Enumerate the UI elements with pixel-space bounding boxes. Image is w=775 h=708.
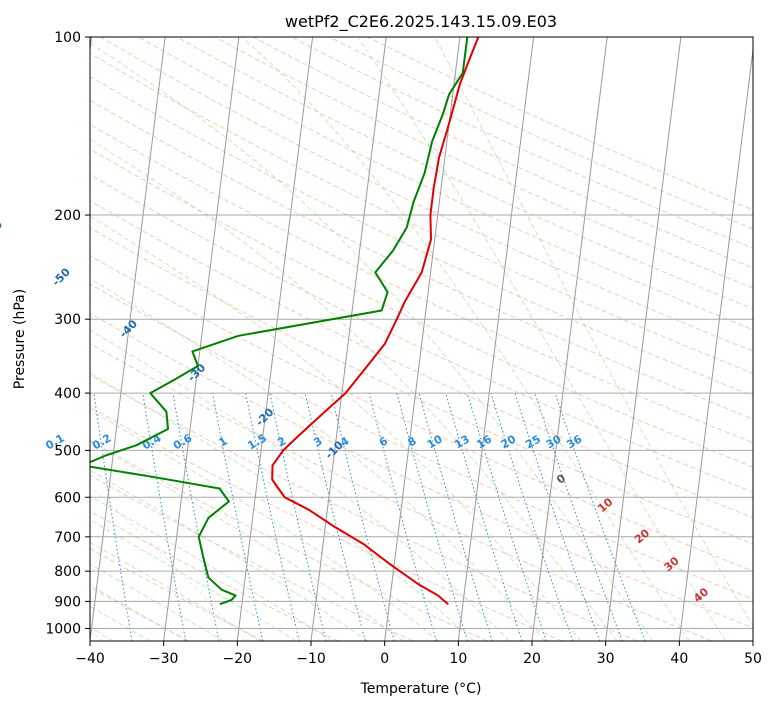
mixing-ratio-line (418, 392, 493, 641)
mixing-ratio-line (142, 393, 187, 641)
x-tick-label: −30 (149, 651, 179, 667)
dry-adiabat (90, 99, 753, 420)
isotherm (90, 37, 166, 641)
dry-adiabat (90, 123, 753, 444)
moist-adiabat (90, 278, 546, 641)
y-tick-label: 900 (54, 594, 81, 610)
mixing-ratio-line (93, 393, 133, 641)
moist-adiabat (434, 37, 753, 627)
y-tick-label: 300 (54, 312, 81, 328)
y-tick-label: 200 (54, 208, 81, 224)
mixing-ratio-line (269, 393, 327, 641)
y-tick-label: 400 (54, 386, 81, 402)
isotherm (163, 37, 240, 641)
x-tick-label: 30 (597, 651, 615, 667)
dry-adiabat (90, 586, 190, 641)
x-tick-label: 50 (744, 651, 762, 667)
moist-adiabat (90, 519, 297, 641)
dry-adiabat (90, 547, 264, 641)
y-tick-label: 100 (54, 30, 81, 46)
plot-frame (89, 36, 754, 642)
y-tick-label: 1000 (45, 621, 81, 637)
y-tick-label: 500 (54, 443, 81, 459)
x-tick-label: 10 (449, 651, 467, 667)
dry-adiabat (90, 200, 753, 519)
moist-adiabat (90, 486, 246, 641)
dry-adiabat (138, 37, 753, 331)
temperature-profile (271, 37, 480, 605)
mixing-ratio-line (330, 392, 395, 641)
chart-title: wetPf2_C2E6.2025.143.15.09.E03 (285, 12, 557, 32)
y-axis-ticks: 100 200 300 400 500 600 700 800 900 1000 (45, 30, 90, 637)
profile-lines (90, 37, 480, 606)
x-tick-label: 20 (523, 651, 541, 667)
mixing-ratio-line (304, 392, 366, 641)
y-tick-label: 700 (54, 530, 81, 546)
dry-adiabat (90, 374, 638, 641)
dry-adiabat (214, 37, 753, 289)
x-tick-label: −20 (223, 651, 253, 667)
moist-adiabat (356, 37, 726, 641)
dry-adiabat (176, 37, 753, 310)
mixing-ratio-line (534, 392, 623, 641)
x-tick-label: 0 (380, 651, 389, 667)
dry-adiabat (90, 312, 753, 629)
mixing-ratio-line (396, 392, 468, 641)
moist-adiabat (90, 409, 439, 641)
moist-adiabat (90, 215, 582, 641)
grid-lines (90, 37, 753, 641)
mixing-ratio-line (445, 392, 523, 641)
mixing-ratio-line (514, 392, 601, 641)
x-tick-label: −10 (296, 651, 326, 667)
isotherm-label: -60 (0, 218, 5, 241)
mixing-ratio-line (490, 392, 574, 641)
isotherm (310, 37, 387, 641)
y-tick-label: 800 (54, 564, 81, 580)
dewpoint-profile (90, 37, 469, 606)
dry-adiabat (90, 440, 488, 641)
dry-adiabat (90, 227, 753, 545)
moist-adiabat (241, 37, 690, 641)
dry-adiabat (90, 406, 563, 641)
mixing-ratio-line (245, 392, 300, 641)
mixing-ratio-line (212, 393, 264, 641)
x-axis-ticks: −40 −30 −20 −10 0 10 20 30 40 50 (75, 641, 762, 667)
mixing-ratio-line (466, 392, 547, 641)
dry-adiabat (90, 148, 753, 468)
mixing-ratio-line (368, 392, 437, 641)
isotherm (678, 45, 753, 641)
isotherm (384, 37, 461, 641)
y-tick-label: 600 (54, 490, 81, 506)
isotherm (531, 37, 608, 641)
moist-adiabat (90, 541, 261, 641)
moist-adiabat (90, 329, 510, 641)
x-axis-label: Temperature (°C) (360, 681, 482, 697)
isotherm (457, 37, 535, 641)
dry-adiabat (90, 174, 753, 493)
x-tick-label: 40 (670, 651, 688, 667)
isotherm (236, 37, 314, 641)
x-tick-label: −40 (75, 651, 105, 667)
isotherm (605, 37, 682, 641)
moist-adiabat (90, 584, 188, 641)
moist-adiabat (90, 441, 404, 641)
background-lines (90, 37, 753, 641)
moist-adiabat (90, 469, 368, 641)
moist-adiabat (90, 563, 225, 641)
y-axis-label: Pressure (hPa) (12, 289, 28, 389)
